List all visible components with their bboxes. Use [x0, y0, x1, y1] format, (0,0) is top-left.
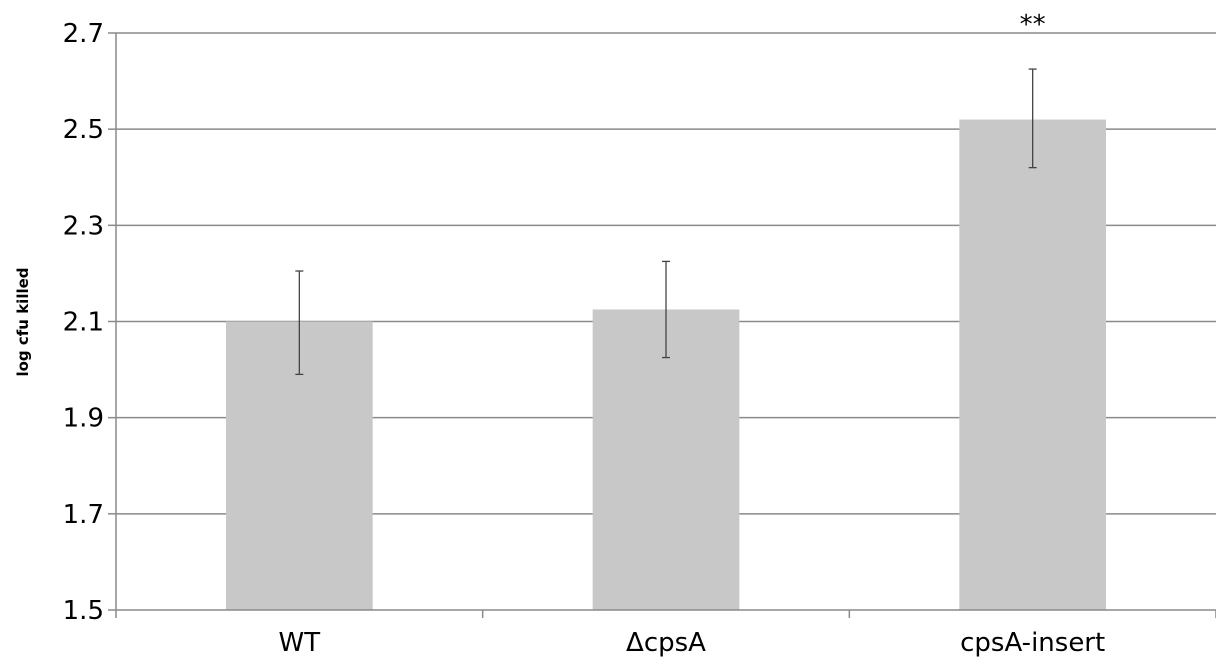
- y-tick-label: 2.1: [63, 308, 104, 338]
- bars: [226, 119, 1106, 611]
- x-category-label: cpsA-insert: [960, 628, 1105, 658]
- bar: [959, 119, 1106, 611]
- y-tick-label: 2.3: [63, 211, 104, 241]
- y-tick-label: 2.7: [63, 19, 104, 49]
- x-category-label: WT: [279, 628, 321, 658]
- y-tick-label: 2.5: [63, 115, 104, 145]
- x-category-label: ΔcpsA: [626, 628, 706, 658]
- y-tick-label: 1.5: [63, 596, 104, 626]
- y-tick-label: 1.7: [63, 500, 104, 530]
- significance-annotation: **: [1020, 10, 1046, 40]
- axes: [108, 32, 1216, 618]
- y-axis-title: log cfu killed: [14, 267, 32, 376]
- error-bars: [295, 68, 1037, 376]
- labels: 1.5 1.7 1.9 2.1 2.3 2.5 2.7 WT ΔcpsA cpsA-insert *…: [63, 10, 1106, 658]
- y-tick-label: 1.9: [63, 404, 104, 434]
- bar: [592, 309, 740, 610]
